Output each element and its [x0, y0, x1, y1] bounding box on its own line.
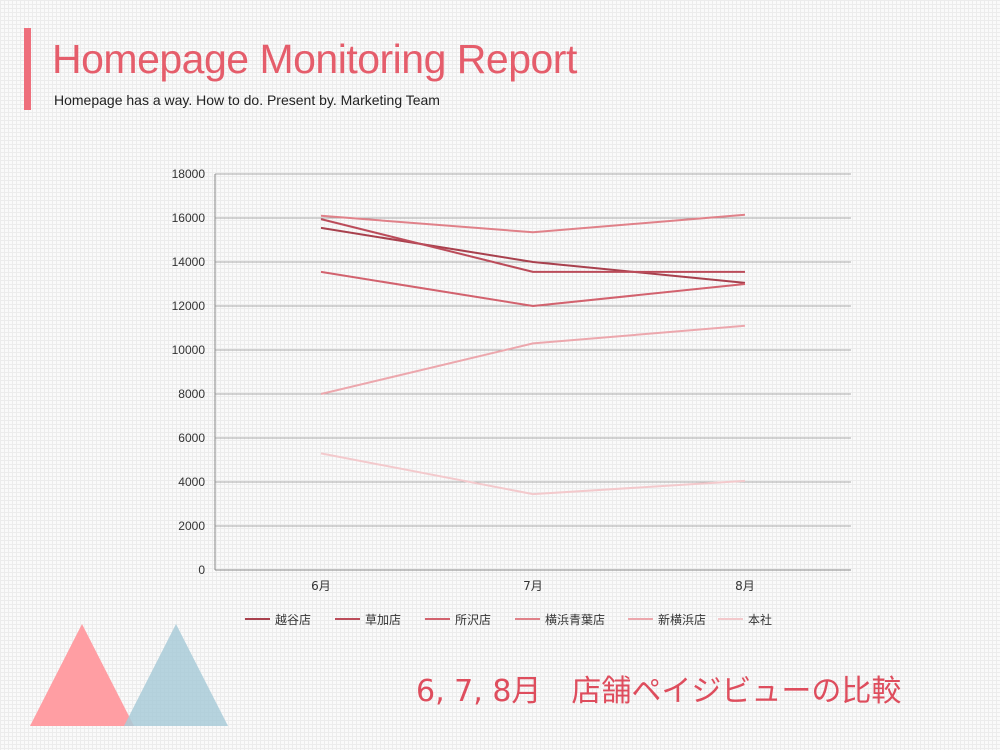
legend-label: 草加店: [365, 613, 401, 627]
chart-legend: 越谷店 草加店 所沢店 横浜青葉店 新横浜店 本社: [245, 612, 772, 627]
series-line: [320, 226, 746, 284]
chart-series-lines: [320, 213, 746, 496]
y-tick-label: 18000: [172, 167, 206, 181]
legend-label: 横浜青葉店: [545, 613, 605, 627]
chart-gridlines: [214, 173, 851, 571]
legend-label: 本社: [748, 612, 772, 627]
blue-triangle-shape: [124, 624, 228, 726]
series-line: [320, 270, 746, 307]
y-tick-label: 6000: [178, 431, 205, 445]
y-tick-label: 0: [198, 563, 205, 577]
y-tick-label: 16000: [172, 211, 206, 225]
x-tick-label: 7月: [523, 579, 543, 593]
pink-triangle-shape: [30, 624, 134, 726]
series-line: [320, 452, 746, 496]
y-tick-label: 8000: [178, 387, 205, 401]
legend-label: 新横浜店: [658, 612, 706, 627]
y-tick-label: 4000: [178, 475, 205, 489]
chart-caption: 6, 7, 8月 店舗ペイジビューの比較: [416, 674, 902, 709]
x-tick-label: 6月: [311, 579, 331, 593]
legend-label: 所沢店: [455, 613, 491, 627]
x-axis-ticks: 6月 7月 8月: [311, 579, 755, 593]
legend-label: 越谷店: [275, 613, 311, 627]
y-tick-label: 2000: [178, 519, 205, 533]
y-axis-ticks: 0 2000 4000 6000 8000 10000 12000 14000 16000 180…: [172, 167, 206, 577]
y-tick-label: 12000: [172, 299, 206, 313]
title-accent-bar: [24, 28, 31, 110]
series-line: [320, 324, 746, 395]
y-tick-label: 10000: [172, 343, 206, 357]
page-title: Homepage Monitoring Report: [52, 36, 577, 82]
y-tick-label: 14000: [172, 255, 206, 269]
page-subtitle: Homepage has a way. How to do. Present b…: [54, 92, 440, 108]
decorative-triangles: [30, 624, 228, 726]
series-line: [320, 213, 746, 234]
x-tick-label: 8月: [735, 579, 755, 593]
series-line: [320, 218, 745, 273]
